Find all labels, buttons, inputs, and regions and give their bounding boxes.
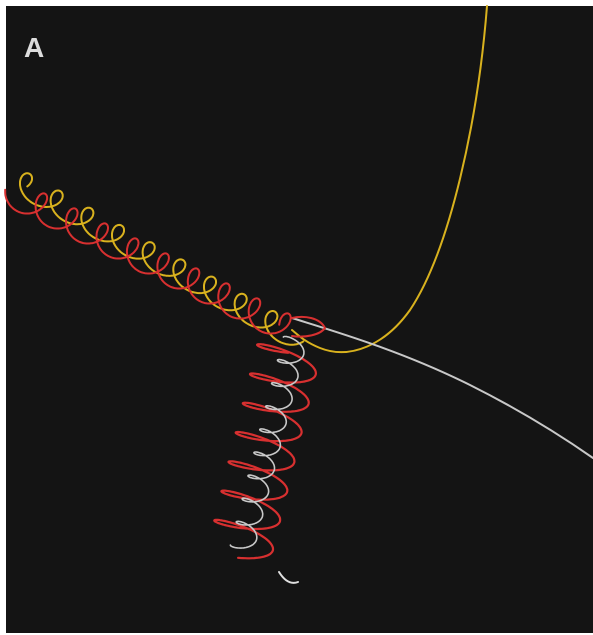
panel-label: A xyxy=(24,32,44,63)
page: {"panel_label": "A"} A (() => { const da… xyxy=(0,0,593,635)
photo: A xyxy=(0,0,593,635)
